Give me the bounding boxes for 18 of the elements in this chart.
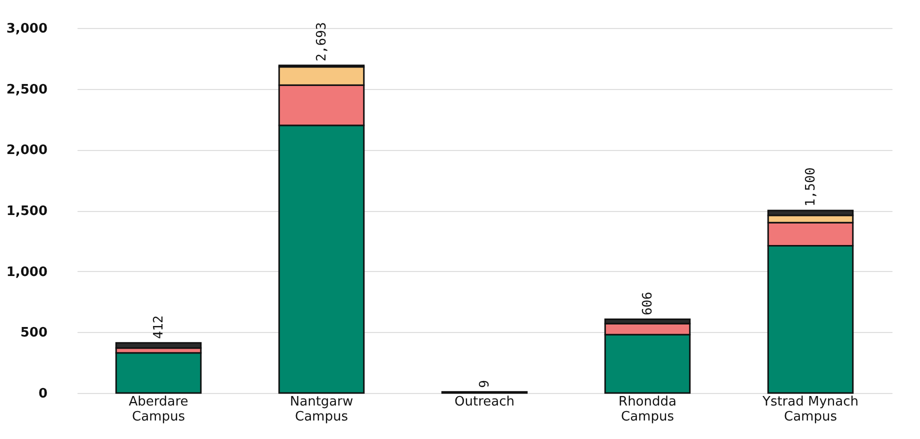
y-tick-label: 2,500 [6,82,48,98]
y-tick-label: 500 [20,326,48,341]
total-label: 606 [640,292,656,316]
x-tick-label: Nantgarw Campus [290,394,354,424]
y-tick-label: 3,000 [6,22,48,36]
y-tick-label: 1,000 [6,264,48,280]
x-tick-label: Rhondda Campus [618,394,676,424]
y-tick-label: 2,000 [6,143,48,158]
y-tick-label: 0 [38,386,48,402]
total-label: 412 [152,315,166,339]
x-tick-label: Ystrad Mynach Campus [761,394,859,424]
total-label: 2,693 [314,22,330,62]
x-tick-label: Outreach [454,394,514,410]
x-tick-label: Aberdare Campus [128,394,188,424]
y-tick-label: 1,500 [6,204,48,219]
total-label: 1,500 [804,167,818,206]
total-label: 9 [478,380,492,388]
bar [115,352,202,394]
